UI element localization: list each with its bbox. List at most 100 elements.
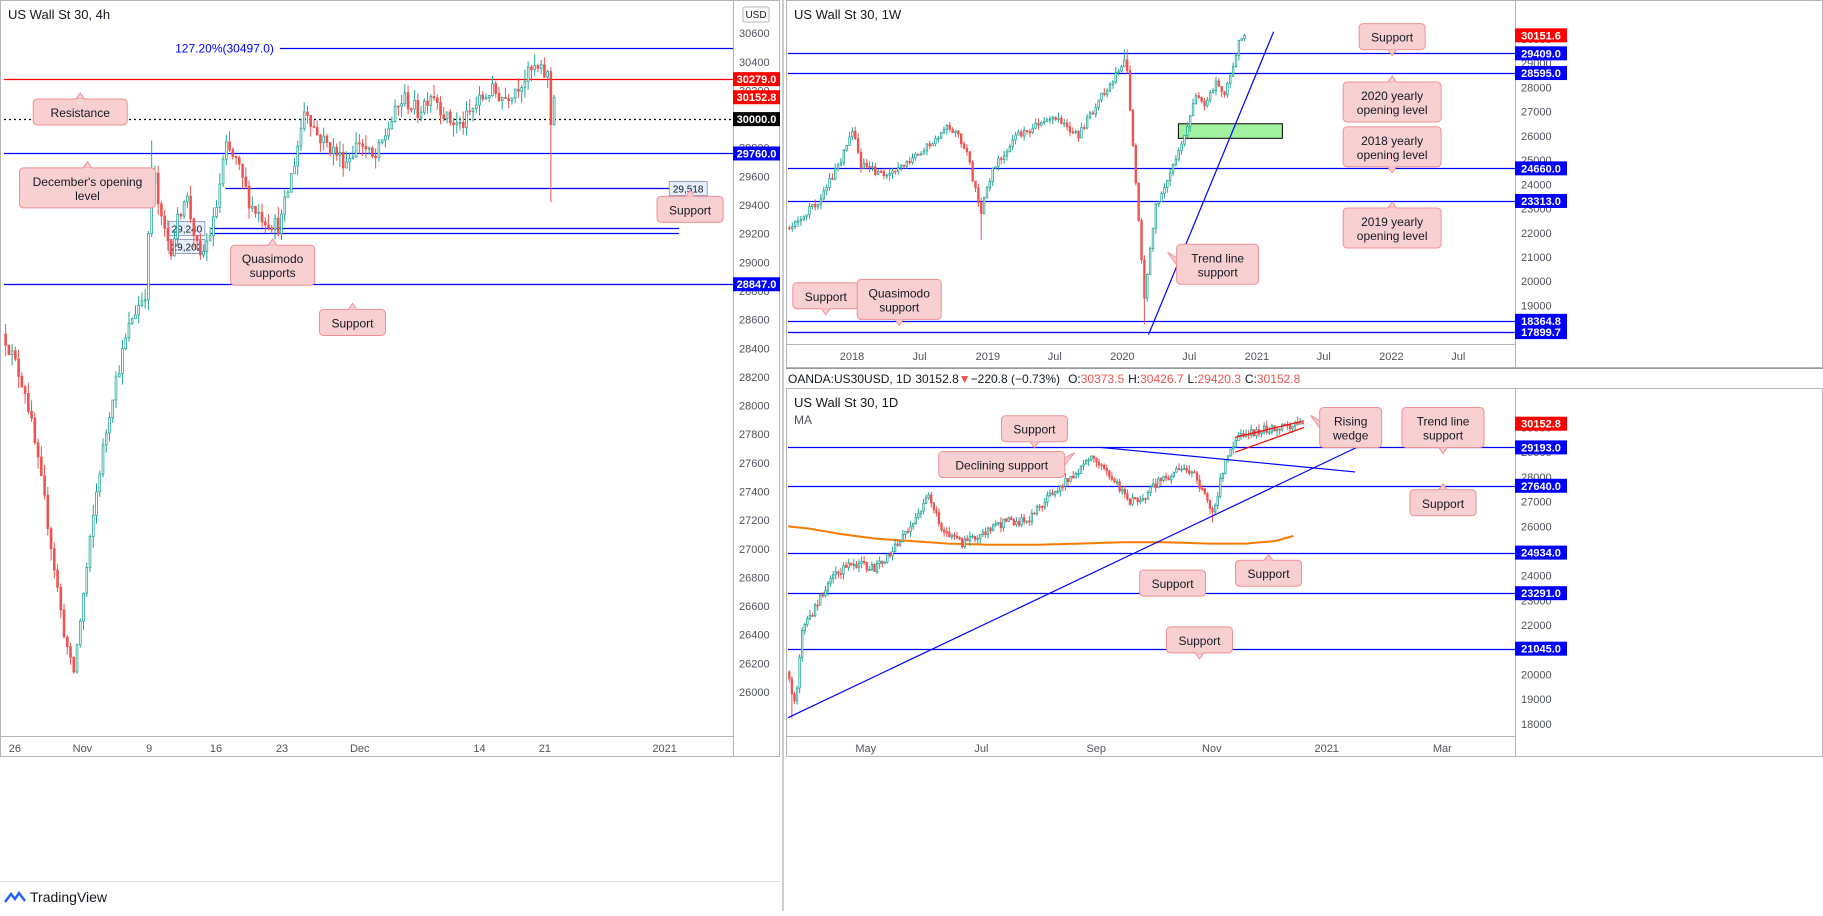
price-label[interactable]: 23291.0	[1515, 586, 1567, 601]
annotation-callout[interactable]: Support	[656, 189, 724, 223]
candle-body	[1037, 123, 1040, 126]
candle-body	[254, 206, 257, 214]
price-tick-label: 28600	[739, 315, 770, 327]
candle-body	[1045, 119, 1049, 122]
price-label[interactable]: 30151.6	[1515, 28, 1567, 42]
price-label[interactable]: 30000.0	[733, 112, 780, 127]
candle-body	[315, 126, 319, 136]
candle-body	[973, 535, 977, 540]
price-label[interactable]: 24660.0	[1515, 161, 1567, 176]
candle-body	[182, 201, 186, 217]
price-label[interactable]: 28595.0	[1515, 66, 1567, 81]
candle-body	[896, 543, 899, 546]
time-axis[interactable]: 2018 Jul 2019 Jul 2020 Jul 2021 Jul 2022 Jul	[840, 351, 1466, 363]
annotation-callout[interactable]: Support	[1000, 415, 1068, 449]
price-label[interactable]: 29409.0	[1515, 46, 1567, 61]
candle-body	[1221, 473, 1225, 479]
candle-body	[942, 128, 946, 133]
annotation-callout[interactable]: Declining support	[938, 451, 1076, 479]
annotation-callout[interactable]: Support	[1358, 23, 1426, 57]
candle-body	[1061, 485, 1065, 488]
price-label[interactable]: 23313.0	[1515, 193, 1567, 208]
candle-body	[919, 510, 923, 514]
candle-body	[961, 538, 964, 548]
annotation-callout[interactable]: Support	[318, 302, 386, 336]
candle-body	[1203, 100, 1206, 106]
time-axis[interactable]: May Jul Sep Nov 2021 Mar	[855, 743, 1452, 755]
candle-body	[1278, 428, 1281, 431]
candle-body	[413, 100, 416, 110]
candle-body	[176, 213, 179, 239]
price-tick-label: 30400	[739, 57, 770, 69]
ohlc-legend: OANDA:US30USD, 1D 30152.8 ▼ −220.8 (−0.73…	[788, 372, 1301, 386]
candle-body	[33, 417, 37, 444]
price-label[interactable]: 21045.0	[1515, 641, 1567, 656]
time-axis[interactable]: 26 Nov 9 16 23 Dec 14 21 2021	[9, 743, 677, 755]
annotation-callout[interactable]: Support	[1235, 553, 1303, 587]
candle-body	[471, 108, 475, 112]
trend-line	[1234, 426, 1305, 453]
candle-body	[854, 130, 857, 140]
candle-body	[439, 102, 442, 116]
candle-body	[1288, 424, 1292, 430]
annotation-callout[interactable]: Support	[1139, 569, 1207, 597]
candle-body	[997, 522, 1000, 525]
candle-body	[1017, 131, 1020, 136]
price-label[interactable]: 29193.0	[1515, 440, 1567, 455]
pane-frame	[0, 0, 780, 757]
candle-body	[1082, 463, 1085, 467]
candle-body	[793, 221, 797, 228]
candle-body	[257, 211, 261, 214]
price-tick-label: 26200	[739, 658, 770, 670]
candles	[4, 54, 556, 674]
candle-body	[1103, 465, 1106, 469]
candle-body	[484, 97, 488, 100]
price-label[interactable]: 30152.8	[1515, 416, 1567, 431]
price-label[interactable]: 18364.8	[1515, 313, 1567, 328]
candle-body	[914, 517, 917, 524]
price-label[interactable]: 28847.0	[733, 277, 780, 292]
candle-body	[218, 183, 222, 208]
candle-body	[1185, 468, 1188, 472]
candle-body	[994, 523, 997, 526]
candle-body	[1022, 517, 1026, 523]
currency-badge[interactable]	[742, 6, 770, 23]
candle-body	[962, 143, 966, 149]
candle-body	[795, 687, 799, 702]
candle-body	[1197, 95, 1200, 98]
candle-body	[1063, 122, 1066, 125]
price-label[interactable]: 30279.0	[733, 72, 780, 87]
price-label[interactable]: 27640.0	[1515, 478, 1567, 493]
candle-body	[1148, 248, 1152, 275]
price-tick-label: 30600	[739, 28, 770, 40]
candle-body	[419, 111, 423, 119]
annotation-callout[interactable]: Support	[1165, 626, 1233, 660]
price-axis[interactable]: 26000 26200 26400 26600 26800 27000 27200 27400…	[739, 28, 770, 699]
candle-body	[124, 337, 128, 350]
price-label[interactable]: 24934.0	[1515, 545, 1567, 560]
annotation-callout[interactable]: Support	[1409, 482, 1477, 517]
annotation-callout[interactable]: Support	[792, 282, 860, 316]
price-label[interactable]: 30152.8	[733, 90, 780, 105]
candle-body	[338, 152, 342, 156]
price-label[interactable]: 29760.0	[733, 146, 780, 161]
annotation-callout[interactable]: Resistance	[32, 92, 128, 126]
candle-body	[364, 145, 368, 150]
price-label[interactable]: 17899.7	[1515, 325, 1567, 340]
candle-body	[819, 198, 823, 205]
time-tick-label: Jul	[913, 351, 927, 363]
price-tick-label: 27800	[739, 429, 770, 441]
candle-body	[834, 168, 837, 180]
callout-text: 2018 yearly	[1361, 134, 1423, 148]
candle-body	[442, 114, 446, 120]
candle-body	[1118, 481, 1121, 492]
